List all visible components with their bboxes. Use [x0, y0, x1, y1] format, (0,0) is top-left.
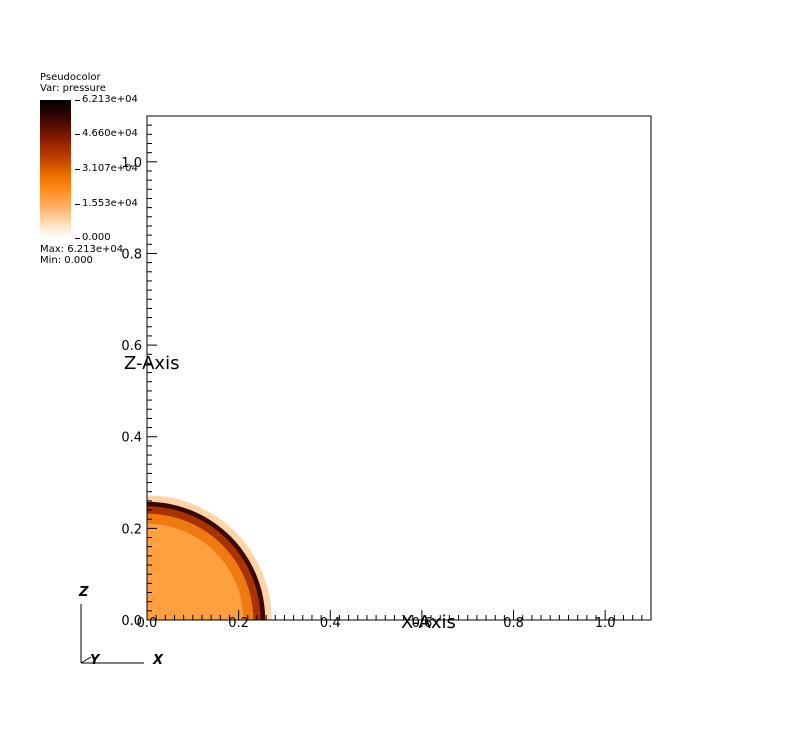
color-legend: Pseudocolor Var: pressure: [40, 72, 160, 94]
legend-title: Pseudocolor: [40, 72, 101, 83]
z-axis-title: Z-Axis: [124, 353, 180, 374]
colorbar-tick-max: 6.213e+04: [75, 94, 138, 105]
colorbar-tick-4: 1.553e+04: [75, 198, 138, 209]
pressure-core: [147, 523, 244, 620]
z-tick-label: 0.0: [121, 614, 142, 629]
x-axis-ticks: 0.0 0.2 0.4 0.6 0.8 1.0: [137, 610, 652, 631]
x-tick-label: 0.2: [228, 616, 249, 631]
colorbar: [40, 100, 71, 238]
colorbar-tick-2: 4.660e+04: [75, 128, 138, 139]
axis-triad: [80, 604, 144, 664]
z-tick-label: 0.4: [121, 431, 142, 446]
z-axis-ticks: 0.0 0.2 0.4 0.6 0.8 1.0: [121, 115, 157, 629]
z-tick-label: 0.2: [121, 522, 142, 537]
legend-max: Max: 6.213e+04: [40, 244, 124, 255]
legend-variable: Var: pressure: [40, 83, 106, 94]
colorbar-tick-3: 3.107e+04: [75, 163, 138, 174]
x-tick-label: 0.6: [412, 616, 433, 631]
z-tick-label: 1.0: [121, 156, 142, 171]
x-tick-label: 1.0: [595, 616, 616, 631]
triad-y-label: Y: [90, 653, 100, 668]
colorbar-tick-min: 0.000: [75, 232, 111, 243]
legend-min: Min: 0.000: [40, 255, 93, 266]
triad-z-label: Z: [79, 585, 89, 600]
pressure-field: [147, 495, 272, 620]
x-tick-label: 0.0: [137, 616, 158, 631]
x-axis-title: X-Axis: [401, 612, 456, 633]
x-tick-label: 0.8: [503, 616, 524, 631]
triad-x-label: X: [153, 653, 164, 668]
legend-minmax: Max: 6.213e+04 Min: 0.000: [40, 244, 123, 266]
x-tick-label: 0.4: [320, 616, 341, 631]
z-tick-label: 0.6: [121, 339, 142, 354]
z-tick-label: 0.8: [121, 247, 142, 262]
plot-frame: [146, 115, 652, 621]
